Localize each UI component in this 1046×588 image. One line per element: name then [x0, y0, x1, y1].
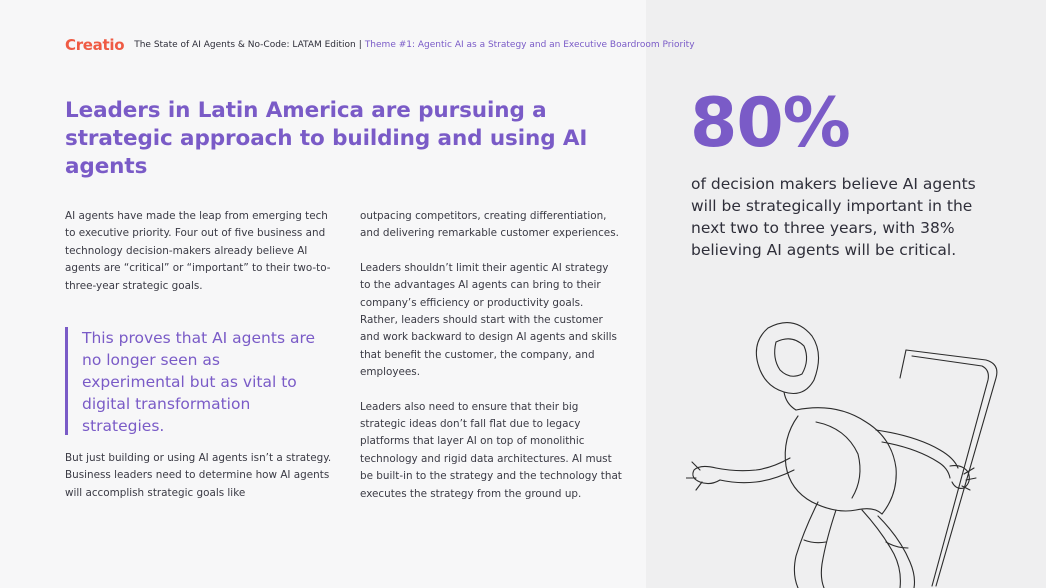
left-panel: [0, 0, 646, 588]
theme-title: Theme #1: Agentic AI as a Strategy and a…: [364, 40, 695, 50]
stat-value: 80%: [690, 84, 851, 163]
text-column-2: outpacing competitors, creating differen…: [360, 208, 622, 520]
pull-quote: This proves that AI agents are no longer…: [65, 327, 318, 435]
page-headline: Leaders in Latin America are pursuing a …: [65, 98, 588, 179]
stat-description: of decision makers believe AI agents wil…: [691, 175, 976, 259]
creatio-logo: Creatio: [65, 36, 125, 54]
body-paragraph: outpacing competitors, creating differen…: [360, 210, 619, 240]
body-paragraph: Leaders also need to ensure that their b…: [360, 400, 622, 500]
report-title: The State of AI Agents & No-Code: LATAM …: [134, 40, 356, 50]
pull-quote-text: This proves that AI agents are no longer…: [82, 329, 316, 435]
header-separator: |: [358, 40, 362, 50]
text-column-1: AI agents have made the leap from emergi…: [65, 208, 337, 295]
body-paragraph: But just building or using AI agents isn…: [65, 452, 332, 499]
right-panel: [646, 0, 1046, 588]
body-paragraph: AI agents have made the leap from emergi…: [65, 210, 331, 292]
body-paragraph: Leaders shouldn’t limit their agentic AI…: [360, 261, 617, 379]
page-header: Creatio The State of AI Agents & No-Code…: [65, 34, 695, 56]
robot-illustration-icon: [686, 322, 998, 588]
